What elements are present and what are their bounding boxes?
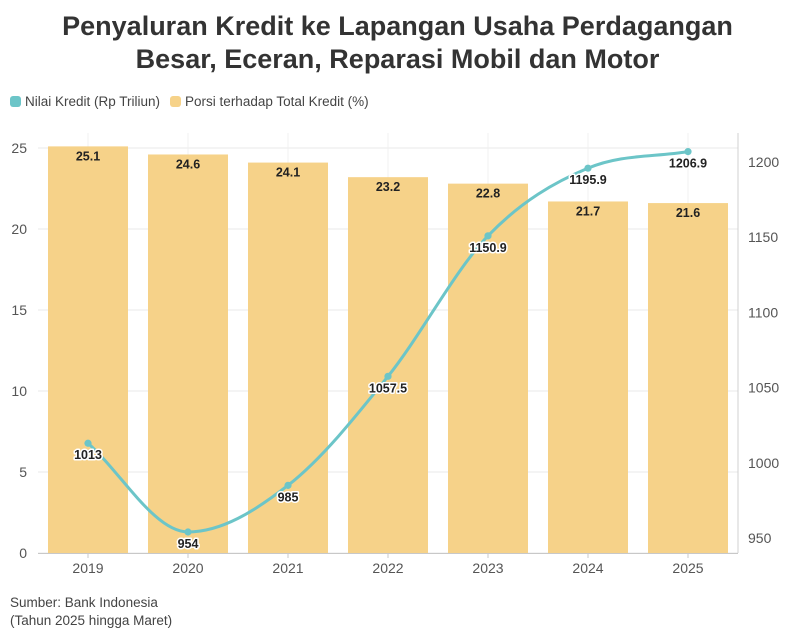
x-axis-tick-label-2023: 2023 xyxy=(472,560,503,576)
bar-2025 xyxy=(648,203,728,553)
bar-data-label-2024: 21.7 xyxy=(576,204,600,218)
bar-data-label-2019: 25.1 xyxy=(76,149,100,163)
left-axis-tick-label: 20 xyxy=(11,221,27,237)
bar-2024 xyxy=(548,201,628,553)
legend-swatch-nilai-kredit xyxy=(10,95,21,107)
bar-series xyxy=(48,146,728,554)
x-axis: 2019 2020 2021 2022 2023 2024 2025 xyxy=(72,553,704,576)
line-data-label-2022: 1057.5 xyxy=(369,381,407,395)
line-data-label-2021: 985 xyxy=(278,490,299,504)
right-axis: 950 1000 1050 1100 1150 1200 xyxy=(748,154,779,546)
legend: Nilai Kredit (Rp Triliun) Porsi terhadap… xyxy=(10,92,379,110)
bar-data-label-2023: 22.8 xyxy=(476,187,500,201)
line-data-label-2019: 1013 xyxy=(74,448,102,462)
x-axis-tick-label-2020: 2020 xyxy=(172,560,203,576)
line-point-2023 xyxy=(484,232,492,240)
right-axis-tick-label: 1200 xyxy=(748,154,779,170)
legend-swatch-porsi xyxy=(170,95,182,107)
left-axis-tick-label: 15 xyxy=(11,302,27,318)
left-axis-tick-label: 0 xyxy=(19,545,27,561)
chart-title: Penyaluran Kredit ke Lapangan Usaha Perd… xyxy=(0,10,795,76)
bar-data-label-2022: 23.2 xyxy=(376,180,400,194)
bar-data-labels: 25.1 24.6 24.1 23.2 22.8 21.7 21.6 xyxy=(76,149,700,220)
line-point-2025 xyxy=(684,148,692,156)
legend-item-nilai-kredit[interactable]: Nilai Kredit (Rp Triliun) xyxy=(10,94,160,109)
line-point-2019 xyxy=(84,439,92,447)
bar-2020 xyxy=(148,154,228,554)
right-axis-tick-label: 1100 xyxy=(748,304,778,320)
source-note: Sumber: Bank Indonesia (Tahun 2025 hingg… xyxy=(10,594,172,630)
line-points xyxy=(84,148,692,536)
line-data-label-2024: 1195.9 xyxy=(569,173,607,187)
legend-label-porsi: Porsi terhadap Total Kredit (%) xyxy=(185,93,369,109)
left-axis-tick-label: 25 xyxy=(11,140,27,156)
x-axis-tick-label-2022: 2022 xyxy=(372,560,403,576)
bar-data-label-2021: 24.1 xyxy=(276,166,300,180)
left-axis-tick-label: 5 xyxy=(19,464,27,480)
line-point-2024 xyxy=(584,164,592,172)
chart-title-line-1: Penyaluran Kredit ke Lapangan Usaha Perd… xyxy=(62,11,733,41)
line-data-label-2023: 1150.9 xyxy=(469,241,507,255)
source-line-1: Sumber: Bank Indonesia xyxy=(10,595,158,610)
right-axis-tick-label: 950 xyxy=(748,530,772,546)
bar-2019 xyxy=(48,146,128,553)
bar-2022 xyxy=(348,177,428,553)
x-axis-tick-label-2024: 2024 xyxy=(572,560,603,576)
line-point-2021 xyxy=(284,481,292,489)
legend-label-nilai-kredit: Nilai Kredit (Rp Triliun) xyxy=(25,93,161,109)
right-axis-tick-label: 1150 xyxy=(748,229,778,245)
line-point-2022 xyxy=(384,372,392,380)
source-line-2: (Tahun 2025 hingga Maret) xyxy=(10,613,173,628)
line-data-labels: 1013 954 985 1057.5 1150.9 1195.9 1206.9 xyxy=(73,155,709,552)
bar-data-label-2025: 21.6 xyxy=(676,206,700,220)
x-axis-tick-label-2021: 2021 xyxy=(272,560,303,576)
line-data-label-2025: 1206.9 xyxy=(669,157,707,171)
x-axis-tick-label-2019: 2019 xyxy=(72,560,103,576)
left-axis-tick-label: 10 xyxy=(11,383,27,399)
bar-2023 xyxy=(448,183,528,553)
right-axis-tick-label: 1000 xyxy=(748,455,779,471)
right-axis-tick-label: 1050 xyxy=(748,380,779,396)
x-axis-tick-label-2025: 2025 xyxy=(672,560,703,576)
line-data-label-2020: 954 xyxy=(178,537,199,551)
left-axis: 0 5 10 15 20 25 xyxy=(11,140,27,561)
line-point-2020 xyxy=(184,528,192,536)
chart-title-line-2: Besar, Eceran, Reparasi Mobil dan Motor xyxy=(135,44,660,74)
legend-item-porsi[interactable]: Porsi terhadap Total Kredit (%) xyxy=(170,94,369,109)
bar-data-label-2020: 24.6 xyxy=(176,157,200,171)
